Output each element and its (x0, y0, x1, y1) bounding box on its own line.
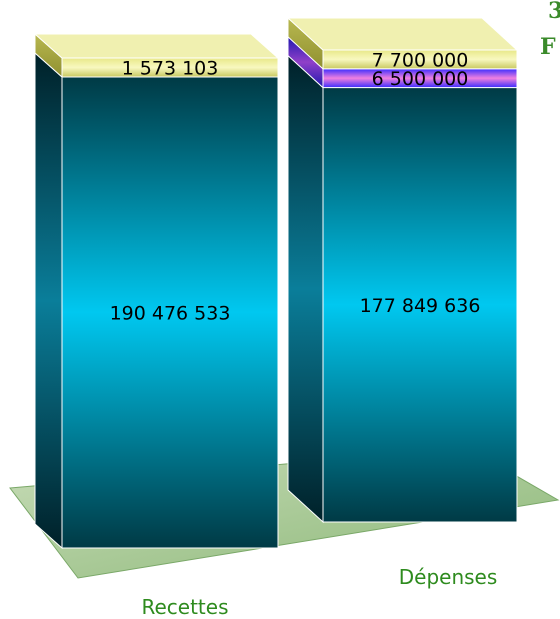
bar-depenses-segment-1 (322, 87, 518, 523)
clipped-edge-text-2: F (540, 34, 556, 60)
data-label-depenses-2: 6 500 000 (372, 68, 469, 90)
data-labels-layer: 190 476 533 1 573 103 177 849 636 6 500 000… (110, 49, 481, 324)
clipped-edge-text-1: 3 (548, 0, 560, 24)
data-label-depenses-1: 177 849 636 (360, 295, 481, 317)
data-label-depenses-3: 7 700 000 (372, 49, 469, 71)
bar-depenses-top (286, 17, 519, 51)
bar-recettes-segment-1-side (34, 51, 63, 550)
category-label-recettes: Recettes (141, 595, 228, 619)
bar-depenses-segment-1-side (287, 54, 324, 524)
bar-recettes-top (33, 33, 280, 59)
bars-layer (33, 16, 519, 550)
data-label-recettes-3: 1 573 103 (122, 57, 219, 79)
data-label-recettes-1: 190 476 533 (110, 302, 231, 324)
bar-recettes-segment-1 (61, 76, 279, 549)
category-label-depenses: Dépenses (399, 565, 498, 589)
